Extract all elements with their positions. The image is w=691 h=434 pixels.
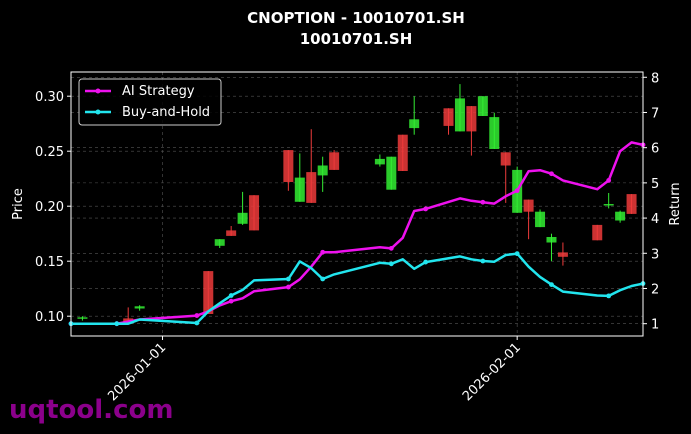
buy-hold-point: [194, 320, 200, 326]
ai-strategy-point: [388, 245, 394, 251]
y-right-tick-label: 4: [651, 212, 659, 227]
candle-body: [203, 271, 214, 314]
y-left-tick-label: 0.20: [35, 200, 64, 215]
y-right-tick-label: 2: [651, 282, 659, 297]
return-lines: [68, 141, 646, 327]
legend-buy-hold-label: Buy-and-Hold: [122, 105, 210, 120]
y-right-tick-label: 7: [651, 106, 659, 121]
watermark-text: uqtool.com: [9, 395, 173, 425]
ai-strategy-point: [606, 178, 612, 183]
y-left-tick-label: 0.25: [35, 145, 64, 160]
candle-body: [214, 239, 225, 246]
candle-body: [466, 106, 477, 132]
ai-strategy-point: [285, 284, 291, 290]
candle-body: [386, 156, 397, 190]
buy-hold-point: [423, 259, 429, 265]
ai-strategy-point: [480, 199, 486, 205]
y-right-tick-label: 8: [651, 71, 659, 86]
ai-strategy-point: [194, 313, 200, 318]
candle-body: [603, 204, 614, 206]
candle-body: [374, 158, 385, 165]
candle-body: [329, 152, 340, 170]
candle-body: [454, 98, 465, 132]
legend-box: [78, 78, 222, 126]
buy-hold-point: [549, 282, 554, 288]
candle-body: [306, 172, 317, 203]
candle-body: [237, 212, 248, 224]
candle-body: [134, 306, 145, 309]
buy-hold-point: [320, 276, 326, 282]
buy-hold-point: [285, 276, 291, 282]
candle-body: [123, 318, 134, 322]
buy-hold-point: [606, 293, 612, 299]
candlesticks: [77, 84, 637, 322]
candle-body: [489, 117, 500, 149]
y-left-tick-label: 0.15: [35, 255, 64, 270]
candle-body: [557, 252, 568, 257]
right-axis: 1 2 3 4 5 6 7 8: [643, 71, 659, 333]
y-right-tick-label: 1: [651, 318, 659, 333]
plot-frame: [70, 71, 644, 337]
ai-strategy-point: [549, 171, 554, 177]
y-axis-left-label: Price: [11, 188, 26, 220]
candle-body: [615, 211, 626, 221]
y-left-tick-label: 0.30: [35, 90, 64, 105]
candle-body: [226, 230, 237, 236]
candle-body: [546, 237, 557, 243]
y-right-tick-label: 5: [651, 177, 659, 192]
candle-body: [397, 134, 408, 171]
ai-strategy-point: [320, 249, 326, 255]
ai-strategy-point: [228, 298, 234, 304]
candle-body: [249, 195, 260, 231]
buy-hold-point: [480, 258, 486, 264]
candle-body: [317, 165, 328, 176]
candle-body: [477, 96, 488, 116]
candle-body: [443, 108, 454, 126]
buy-hold-point: [514, 251, 520, 257]
buy-hold-point: [388, 261, 394, 267]
legend-ai-strategy-label: AI Strategy: [122, 84, 195, 99]
legend-buy-hold-marker: [95, 109, 101, 115]
buy-hold-point: [228, 293, 234, 298]
candle-body: [535, 211, 546, 228]
legend: AI Strategy Buy-and-Hold: [78, 78, 222, 126]
candle-body: [626, 194, 637, 214]
candle-body: [283, 150, 294, 182]
candle-body: [77, 317, 88, 319]
ai-strategy-line: [71, 141, 644, 325]
y-axis-right-label: Return: [668, 182, 683, 225]
ai-strategy-point: [514, 188, 520, 194]
candle-body: [592, 224, 603, 241]
chart-title: CNOPTION - 10010701.SH: [247, 9, 465, 27]
ai-strategy-point: [423, 206, 429, 212]
buy-hold-point: [114, 321, 120, 327]
candle-body: [294, 177, 305, 202]
legend-ai-strategy-marker: [95, 88, 101, 94]
candle-body: [409, 119, 420, 129]
candle-body: [500, 152, 511, 166]
y-left-tick-label: 0.10: [35, 310, 64, 325]
candle-body: [523, 199, 534, 212]
y-right-tick-label: 3: [651, 247, 659, 262]
x-tick-label: 2026-02-01: [460, 340, 524, 404]
y-right-tick-label: 6: [651, 142, 659, 157]
left-axis: 0.10 0.15 0.20 0.25 0.30: [35, 90, 71, 325]
chart-subtitle: 10010701.SH: [300, 30, 413, 48]
